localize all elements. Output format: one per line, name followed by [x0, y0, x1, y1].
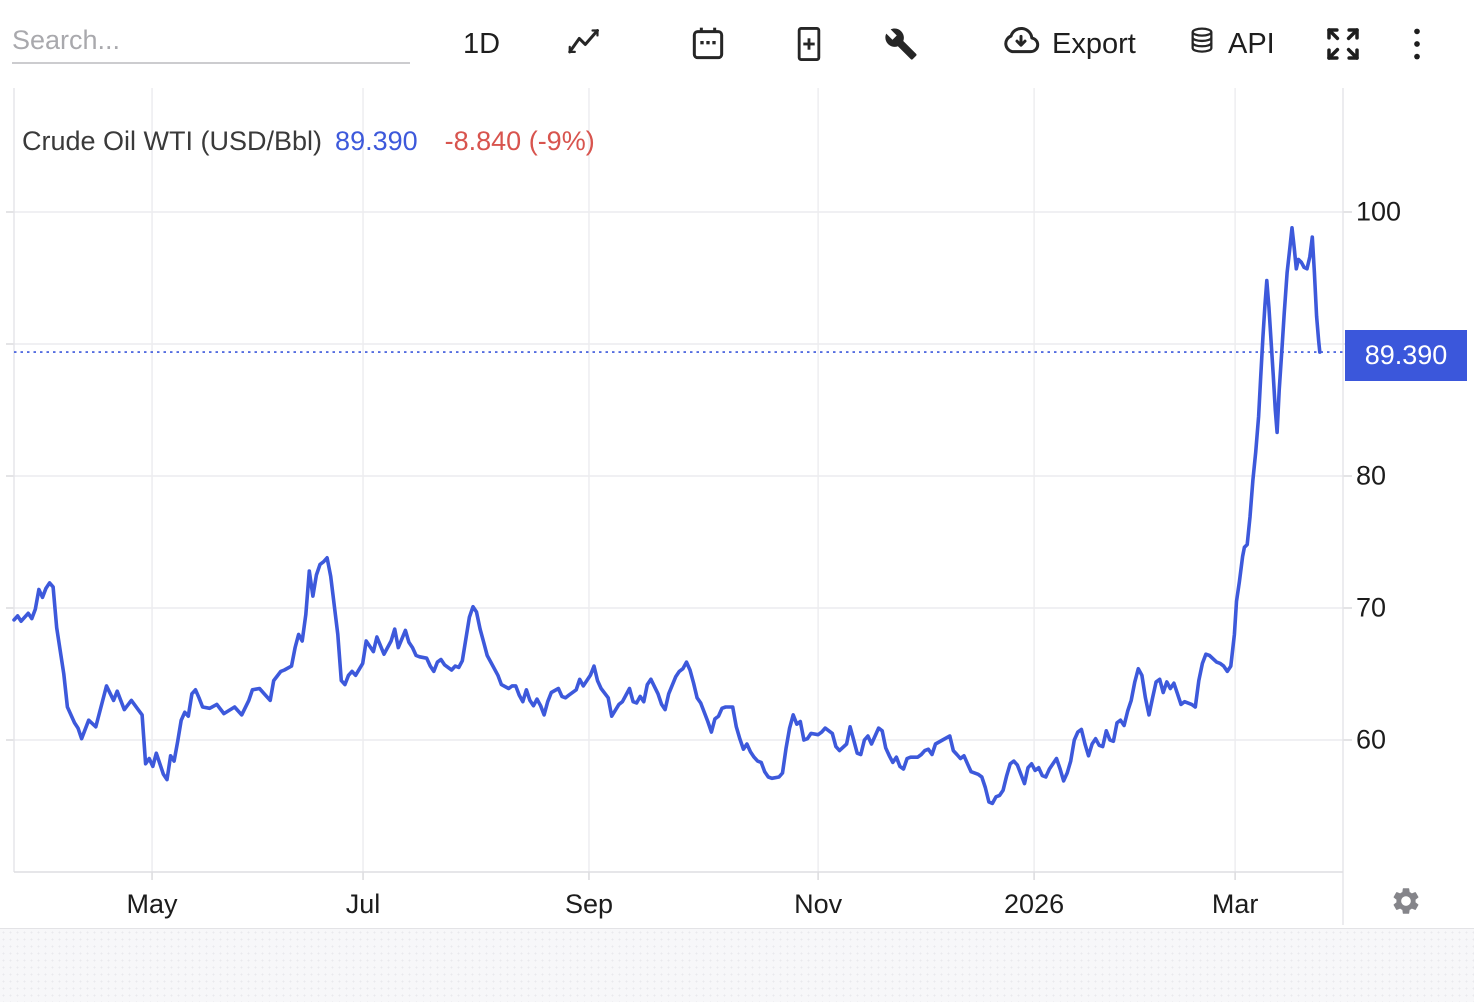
x-axis-label: 2026: [1004, 889, 1065, 919]
y-axis-label: 100: [1356, 196, 1402, 227]
wrench-icon: [884, 27, 918, 61]
more-menu-button[interactable]: [1404, 0, 1430, 88]
tools-button[interactable]: [884, 0, 918, 88]
search-input[interactable]: [12, 18, 410, 64]
export-label: Export: [1052, 27, 1136, 60]
add-series-icon: [790, 24, 828, 64]
chart-settings-button[interactable]: [1390, 885, 1422, 917]
price-axis-label: 89.390: [1345, 330, 1467, 381]
x-axis-label: Mar: [1211, 889, 1259, 919]
database-icon: [1186, 25, 1218, 64]
x-axis-label: May: [126, 889, 178, 919]
x-axis-label: Nov: [794, 889, 843, 919]
y-axis-label: 60: [1356, 724, 1387, 755]
export-button[interactable]: Export: [1000, 0, 1136, 88]
range-selector-bar: 1D1W1M6M1Y5Y10Y25YAll: [0, 928, 1474, 1002]
instrument-title: Crude Oil WTI (USD/Bbl): [22, 126, 323, 156]
fullscreen-icon: [1322, 23, 1364, 65]
kebab-menu-icon: [1404, 23, 1430, 65]
line-chart-icon: [565, 25, 603, 63]
gear-icon: [1393, 888, 1419, 914]
chart-type-button[interactable]: [565, 0, 603, 88]
x-axis-label: Jul: [345, 889, 381, 919]
interval-button[interactable]: 1D: [463, 0, 500, 88]
price-change: -8.840 (-9%): [444, 126, 595, 156]
api-label: API: [1228, 27, 1275, 60]
fullscreen-button[interactable]: [1322, 0, 1364, 88]
api-button[interactable]: API: [1186, 0, 1275, 88]
compare-add-button[interactable]: [790, 0, 828, 88]
last-price: 89.390: [335, 126, 418, 156]
cloud-download-icon: [1000, 21, 1042, 68]
toolbar: 1D: [0, 0, 1474, 88]
interval-label: 1D: [463, 27, 501, 60]
instrument-header: Crude Oil WTI (USD/Bbl) 89.390 -8.840 (-…: [22, 126, 595, 162]
date-range-button[interactable]: [688, 0, 728, 88]
price-series-line: [12, 226, 1322, 806]
y-axis-label: 70: [1356, 592, 1387, 623]
y-axis-label: 80: [1356, 460, 1387, 491]
x-axis-label: Sep: [564, 889, 613, 919]
calendar-icon: [688, 24, 728, 64]
